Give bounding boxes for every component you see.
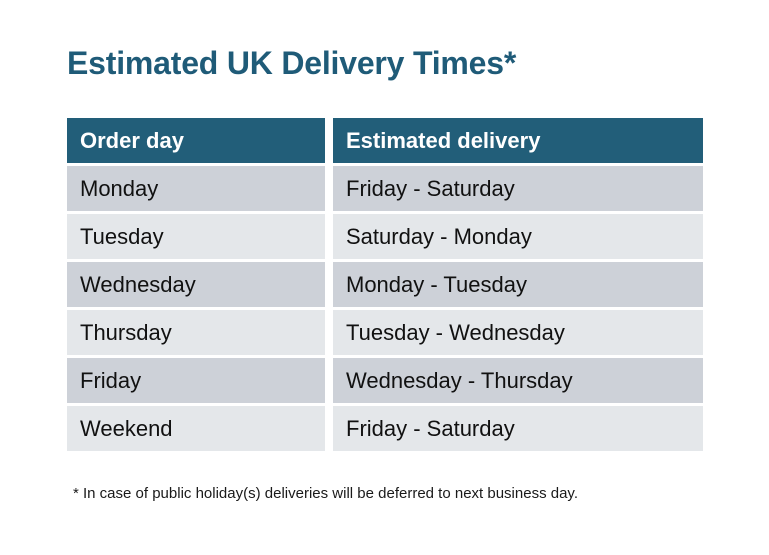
table-row: Thursday Tuesday - Wednesday bbox=[67, 310, 703, 355]
footnote-text: * In case of public holiday(s) deliverie… bbox=[73, 485, 578, 502]
cell-estimated-delivery: Friday - Saturday bbox=[333, 166, 703, 211]
column-header-estimated-delivery: Estimated delivery bbox=[333, 118, 703, 163]
table-row: Wednesday Monday - Tuesday bbox=[67, 262, 703, 307]
cell-estimated-delivery: Tuesday - Wednesday bbox=[333, 310, 703, 355]
cell-order-day: Friday bbox=[67, 358, 325, 403]
table-row: Tuesday Saturday - Monday bbox=[67, 214, 703, 259]
table-row: Weekend Friday - Saturday bbox=[67, 406, 703, 451]
cell-order-day: Monday bbox=[67, 166, 325, 211]
cell-estimated-delivery: Friday - Saturday bbox=[333, 406, 703, 451]
cell-estimated-delivery: Wednesday - Thursday bbox=[333, 358, 703, 403]
cell-order-day: Tuesday bbox=[67, 214, 325, 259]
cell-order-day: Wednesday bbox=[67, 262, 325, 307]
table-row: Monday Friday - Saturday bbox=[67, 166, 703, 211]
delivery-times-table: Order day Estimated delivery Monday Frid… bbox=[67, 118, 703, 454]
page-title: Estimated UK Delivery Times* bbox=[67, 45, 517, 81]
table-row: Friday Wednesday - Thursday bbox=[67, 358, 703, 403]
table-header-row: Order day Estimated delivery bbox=[67, 118, 703, 163]
cell-order-day: Weekend bbox=[67, 406, 325, 451]
cell-order-day: Thursday bbox=[67, 310, 325, 355]
cell-estimated-delivery: Monday - Tuesday bbox=[333, 262, 703, 307]
cell-estimated-delivery: Saturday - Monday bbox=[333, 214, 703, 259]
column-header-order-day: Order day bbox=[67, 118, 325, 163]
